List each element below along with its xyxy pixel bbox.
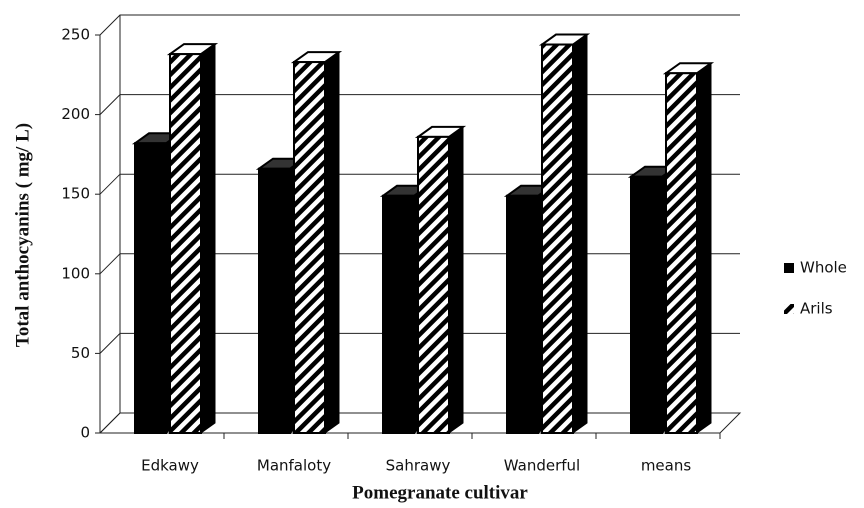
bar xyxy=(630,175,663,435)
y-tick-label: 150 xyxy=(61,185,90,203)
bar-side xyxy=(572,33,588,434)
bar-side xyxy=(200,43,216,434)
y-tick-label: 0 xyxy=(80,424,90,442)
y-tick-label: 200 xyxy=(61,105,90,123)
bar xyxy=(258,167,291,434)
bar xyxy=(382,194,415,434)
y-tick-label: 50 xyxy=(71,344,90,362)
x-tick-label: Manfaloty xyxy=(257,457,331,475)
bar xyxy=(417,135,450,434)
x-axis-title: Pomegranate cultivar xyxy=(352,482,528,503)
legend-swatch xyxy=(784,304,794,314)
x-tick-label: Edkawy xyxy=(141,457,199,475)
grid-line xyxy=(99,94,740,115)
legend-swatch xyxy=(784,263,794,273)
grid-line xyxy=(99,173,740,195)
bar xyxy=(541,43,574,434)
bar xyxy=(134,142,167,434)
y-axis-title: Total anthocyanins ( mg/ L) xyxy=(12,123,33,347)
bar xyxy=(506,194,539,434)
y-tick-label: 250 xyxy=(61,26,90,44)
grid-line xyxy=(99,14,740,36)
legend-label: Whole xyxy=(800,259,847,277)
bar-side xyxy=(324,51,340,434)
y-tick-label: 100 xyxy=(61,264,90,282)
bar xyxy=(169,53,202,434)
bar xyxy=(293,61,326,435)
legend-label: Arils xyxy=(800,300,833,318)
bar xyxy=(665,72,698,434)
x-tick-label: Sahrawy xyxy=(386,457,451,475)
bar-side xyxy=(696,62,712,434)
x-tick-label: Wanderful xyxy=(504,457,580,475)
bar-side xyxy=(448,125,464,434)
x-tick-label: means xyxy=(641,457,692,475)
